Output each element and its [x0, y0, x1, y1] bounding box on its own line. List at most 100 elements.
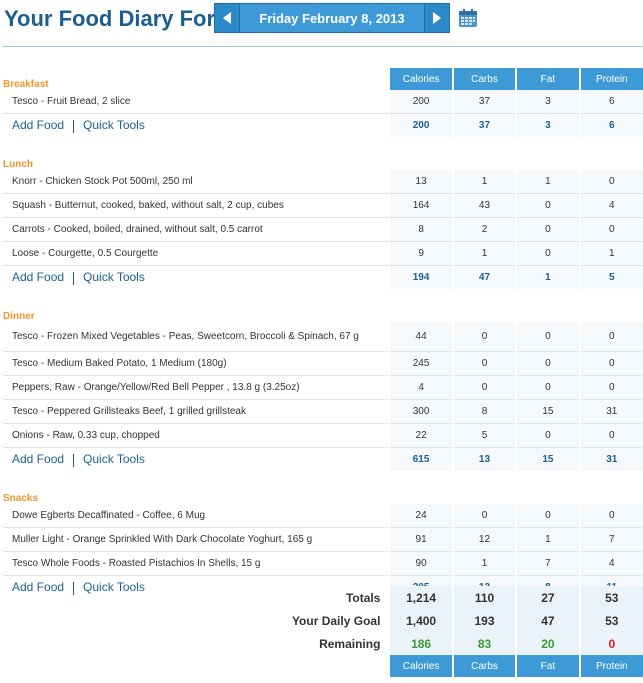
meal-title: Snacks — [3, 493, 39, 504]
food-entry-carbs: 1 — [451, 551, 517, 576]
goal-label: Your Daily Goal — [291, 613, 381, 628]
food-entry-row[interactable]: Squash - Butternut, cooked, baked, witho… — [3, 193, 643, 218]
food-entry-name[interactable]: Tesco - Medium Baked Potato, 1 Medium (1… — [3, 351, 390, 376]
summary-column-header: Calories Carbs Fat Protein — [3, 655, 643, 677]
meal-total-fat: 1 — [515, 265, 580, 289]
food-entry-protein: 4 — [578, 551, 643, 576]
meal-spacer — [3, 137, 643, 148]
food-entry-carbs: 43 — [451, 193, 517, 218]
add-food-link[interactable]: Add Food — [12, 580, 65, 595]
food-entry-carbs: 12 — [451, 527, 517, 552]
remaining-row: Remaining 186 83 20 0 — [3, 632, 643, 655]
link-separator — [73, 453, 75, 467]
food-entry-carbs: 37 — [451, 90, 517, 114]
food-diary-table: Breakfast Calories Carbs Fat Protein Tesco - … — [3, 68, 643, 599]
quick-tools-link[interactable]: Quick Tools — [83, 452, 145, 467]
meal-spacer — [3, 471, 643, 482]
food-entry-fat: 0 — [515, 351, 580, 376]
food-entry-name[interactable]: Dowe Egberts Decaffinated - Coffee, 6 Mu… — [3, 504, 390, 528]
food-entry-carbs: 0 — [451, 351, 517, 376]
food-entry-calories: 164 — [388, 193, 453, 218]
food-entry-name[interactable]: Tesco - Fruit Bread, 2 slice — [3, 90, 390, 114]
calendar-icon[interactable] — [458, 8, 478, 28]
food-entry-carbs: 1 — [451, 170, 517, 194]
goal-row: Your Daily Goal 1,400 193 47 53 — [3, 609, 643, 632]
remaining-calories: 186 — [388, 632, 453, 655]
food-entry-calories: 90 — [388, 551, 453, 576]
food-entry-name[interactable]: Knorr - Chicken Stock Pot 500ml, 250 ml — [3, 170, 390, 194]
meal-actions: Add Food Quick Tools — [3, 266, 389, 290]
link-separator — [73, 581, 75, 595]
remaining-protein: 0 — [578, 632, 643, 655]
meal-footer-row: Add Food Quick Tools 200 37 3 6 — [3, 113, 643, 137]
meal-title: Breakfast — [3, 79, 49, 90]
add-food-link[interactable]: Add Food — [12, 118, 65, 133]
header-divider — [3, 46, 643, 47]
meal-total-calories: 615 — [388, 447, 453, 471]
food-entry-row[interactable]: Knorr - Chicken Stock Pot 500ml, 250 ml 1… — [3, 170, 643, 194]
food-entry-calories: 24 — [388, 504, 453, 528]
meal-footer-row: Add Food Quick Tools 615 13 15 31 — [3, 447, 643, 472]
food-entry-carbs: 8 — [451, 399, 517, 424]
food-entry-row[interactable]: Tesco - Fruit Bread, 2 slice 200 37 3 6 — [3, 90, 643, 114]
food-entry-row[interactable]: Peppers, Raw - Orange/Yellow/Red Bell Pe… — [3, 375, 643, 400]
link-separator — [73, 271, 75, 285]
food-entry-name[interactable]: Carrots - Cooked, boiled, drained, witho… — [3, 217, 390, 242]
column-header-protein: Protein — [578, 655, 643, 677]
meal-actions: Add Food Quick Tools — [3, 448, 389, 472]
quick-tools-link[interactable]: Quick Tools — [83, 580, 145, 595]
remaining-fat: 20 — [515, 632, 580, 655]
food-entry-name[interactable]: Tesco Whole Foods - Roasted Pistachios I… — [3, 551, 390, 576]
food-entry-carbs: 0 — [451, 504, 517, 528]
food-entry-name[interactable]: Tesco - Frozen Mixed Vegetables - Peas, … — [3, 322, 390, 352]
food-entry-row[interactable]: Loose - Courgette, 0.5 Courgette 9 1 0 1 — [3, 241, 643, 266]
meal-footer-row: Add Food Quick Tools 194 47 1 5 — [3, 265, 643, 290]
food-entry-row[interactable]: Carrots - Cooked, boiled, drained, witho… — [3, 217, 643, 242]
food-entry-row[interactable]: Muller Light - Orange Sprinkled With Dar… — [3, 527, 643, 552]
food-entry-row[interactable]: Tesco Whole Foods - Roasted Pistachios I… — [3, 551, 643, 576]
food-entry-protein: 4 — [578, 193, 643, 218]
totals-protein: 53 — [578, 586, 643, 609]
food-entry-fat: 3 — [515, 90, 580, 114]
add-food-link[interactable]: Add Food — [12, 452, 65, 467]
food-entry-name[interactable]: Peppers, Raw - Orange/Yellow/Red Bell Pe… — [3, 375, 390, 400]
food-entry-carbs: 0 — [451, 375, 517, 400]
meal-total-carbs: 47 — [451, 265, 517, 289]
column-header-calories: Calories — [388, 68, 453, 90]
food-entry-protein: 31 — [578, 399, 643, 424]
quick-tools-link[interactable]: Quick Tools — [83, 118, 145, 133]
meal-total-calories: 200 — [388, 113, 453, 137]
quick-tools-link[interactable]: Quick Tools — [83, 270, 145, 285]
food-entry-row[interactable]: Tesco - Peppered Grillsteaks Beef, 1 gri… — [3, 399, 643, 424]
food-entry-carbs: 0 — [451, 322, 517, 352]
food-entry-name[interactable]: Tesco - Peppered Grillsteaks Beef, 1 gri… — [3, 399, 390, 424]
food-entry-protein: 0 — [578, 322, 643, 352]
food-entry-row[interactable]: Dowe Egberts Decaffinated - Coffee, 6 Mu… — [3, 504, 643, 528]
meal-spacer — [3, 289, 643, 300]
column-header-fat: Fat — [515, 68, 580, 90]
food-entry-protein: 7 — [578, 527, 643, 552]
food-entry-protein: 1 — [578, 241, 643, 266]
food-entry-protein: 0 — [578, 375, 643, 400]
next-day-button[interactable] — [424, 3, 450, 33]
food-entry-name[interactable]: Onions - Raw, 0.33 cup, chopped — [3, 423, 390, 448]
food-entry-name[interactable]: Loose - Courgette, 0.5 Courgette — [3, 241, 390, 266]
totals-label: Totals — [345, 590, 381, 605]
food-entry-fat: 0 — [515, 375, 580, 400]
food-entry-calories: 200 — [388, 90, 453, 114]
prev-day-button[interactable] — [214, 3, 240, 33]
meal-total-carbs: 13 — [451, 447, 517, 471]
totals-fat: 27 — [515, 586, 580, 609]
goal-carbs: 193 — [451, 609, 517, 632]
add-food-link[interactable]: Add Food — [12, 270, 65, 285]
food-entry-calories: 4 — [388, 375, 453, 400]
food-entry-name[interactable]: Muller Light - Orange Sprinkled With Dar… — [3, 527, 390, 552]
food-entry-row[interactable]: Onions - Raw, 0.33 cup, chopped 22 5 0 0 — [3, 423, 643, 448]
food-entry-row[interactable]: Tesco - Medium Baked Potato, 1 Medium (1… — [3, 351, 643, 376]
food-entry-name[interactable]: Squash - Butternut, cooked, baked, witho… — [3, 193, 390, 218]
food-entry-row[interactable]: Tesco - Frozen Mixed Vegetables - Peas, … — [3, 322, 643, 352]
remaining-label: Remaining — [319, 636, 381, 651]
food-entry-calories: 22 — [388, 423, 453, 448]
food-entry-calories: 91 — [388, 527, 453, 552]
meal-total-calories: 194 — [388, 265, 453, 289]
